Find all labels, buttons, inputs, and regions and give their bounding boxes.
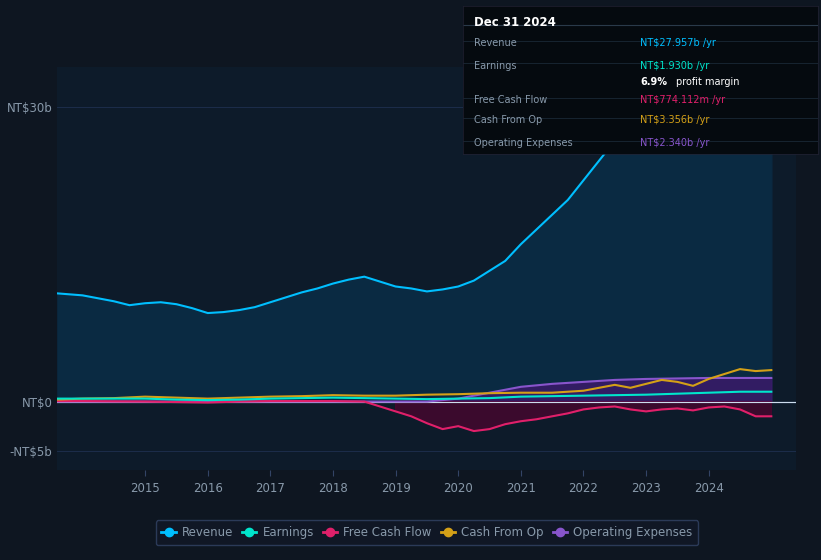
Text: Dec 31 2024: Dec 31 2024 bbox=[474, 16, 556, 29]
Text: Free Cash Flow: Free Cash Flow bbox=[474, 95, 547, 105]
Text: 6.9%: 6.9% bbox=[640, 77, 667, 87]
Text: NT$774.112m /yr: NT$774.112m /yr bbox=[640, 95, 726, 105]
Text: NT$1.930b /yr: NT$1.930b /yr bbox=[640, 60, 709, 71]
Legend: Revenue, Earnings, Free Cash Flow, Cash From Op, Operating Expenses: Revenue, Earnings, Free Cash Flow, Cash … bbox=[155, 520, 699, 545]
Text: NT$3.356b /yr: NT$3.356b /yr bbox=[640, 115, 710, 125]
Text: NT$27.957b /yr: NT$27.957b /yr bbox=[640, 38, 716, 48]
Text: profit margin: profit margin bbox=[676, 77, 740, 87]
Text: Earnings: Earnings bbox=[474, 60, 516, 71]
Text: NT$2.340b /yr: NT$2.340b /yr bbox=[640, 138, 710, 148]
Text: Revenue: Revenue bbox=[474, 38, 516, 48]
Text: Cash From Op: Cash From Op bbox=[474, 115, 542, 125]
Text: Operating Expenses: Operating Expenses bbox=[474, 138, 572, 148]
